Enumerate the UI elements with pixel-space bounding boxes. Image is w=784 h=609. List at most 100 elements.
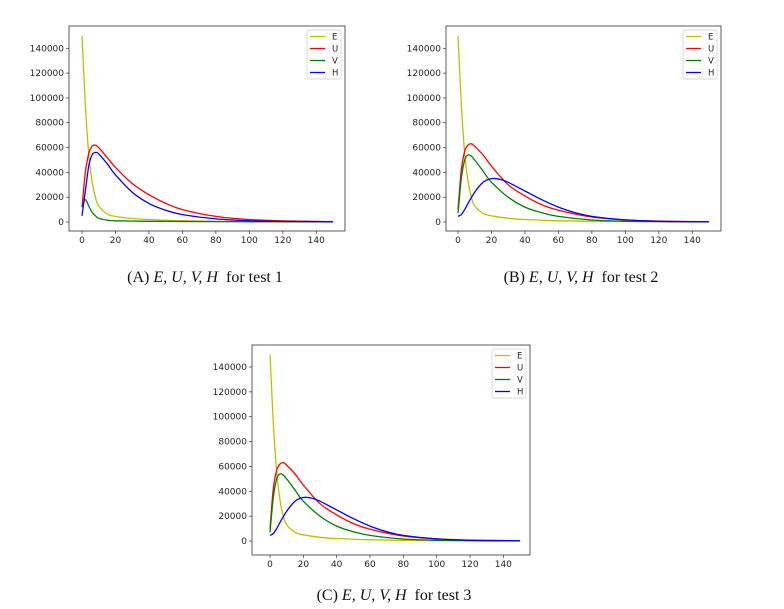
y-tick-label: 80000 — [35, 119, 64, 129]
y-tick-label: 100000 — [407, 94, 442, 104]
y-tick-label: 40000 — [412, 168, 441, 178]
y-tick-label: 40000 — [35, 168, 64, 178]
x-tick-label: 100 — [241, 236, 258, 246]
series-line-H — [457, 177, 710, 223]
x-tick-label: 100 — [617, 236, 634, 246]
x-tick-label: 0 — [79, 236, 85, 246]
chart-c: 0 20 40 60 80 100 120 140 0 20000 40000 60000 80000 1… — [213, 344, 531, 570]
y-tick-label: 100000 — [213, 413, 248, 423]
legend-label-V: V — [332, 57, 338, 67]
x-tick-label: 120 — [461, 560, 478, 570]
x-tick-label: 140 — [308, 236, 325, 246]
y-tick-label: 0 — [241, 537, 247, 547]
caption-text: for test 3 — [414, 587, 472, 604]
series-line-V — [81, 199, 334, 223]
series-line-V — [269, 473, 521, 542]
y-tick-label: 120000 — [407, 69, 442, 79]
caption-var: H — [581, 269, 594, 286]
caption-var: U, — [546, 269, 563, 286]
caption-var: V, — [566, 269, 578, 286]
axes-frame — [445, 25, 722, 232]
caption-var: V, — [190, 269, 203, 286]
legend-label-U: U — [517, 364, 523, 374]
legend-label-U: U — [708, 45, 714, 55]
legend-box — [306, 29, 342, 80]
legend-label-E: E — [332, 33, 337, 43]
y-tick-label: 40000 — [218, 487, 247, 497]
chart-b: 0 20 40 60 80 100 120 140 0 20000 40000 60000 80000 1… — [407, 25, 722, 246]
legend-label-V: V — [517, 376, 523, 386]
x-tick-label: 60 — [177, 236, 189, 246]
y-tick-label: 20000 — [412, 193, 441, 203]
y-tick-label: 20000 — [218, 512, 247, 522]
caption-var: E, — [341, 587, 356, 604]
legend-label-H: H — [517, 388, 523, 398]
caption-var: H — [206, 269, 218, 286]
y-tick-label: 0 — [435, 218, 441, 228]
y-tick-label: 140000 — [407, 44, 442, 54]
y-tick-label: 120000 — [30, 69, 65, 79]
y-tick-label: 20000 — [35, 193, 64, 203]
series-line-E — [457, 35, 710, 223]
axes-frame — [68, 25, 346, 232]
x-tick-label: 60 — [553, 236, 565, 246]
y-tick-label: 80000 — [412, 119, 441, 129]
axes-frame — [251, 344, 531, 556]
caption-var: E, — [528, 269, 543, 286]
y-tick-label: 140000 — [213, 363, 248, 373]
x-tick-label: 20 — [486, 236, 498, 246]
caption-var: V, — [379, 587, 391, 604]
x-tick-label: 80 — [398, 560, 410, 570]
series-line-H — [269, 496, 521, 542]
y-tick-label: 60000 — [35, 144, 64, 154]
y-tick-label: 0 — [58, 218, 64, 228]
x-tick-label: 0 — [267, 560, 273, 570]
x-tick-label: 0 — [455, 236, 461, 246]
caption-var: E, — [153, 269, 168, 286]
series-line-U — [81, 144, 334, 223]
caption-text: for test 1 — [225, 269, 283, 286]
legend-box — [682, 29, 718, 80]
y-tick-label: 100000 — [30, 94, 65, 104]
x-tick-label: 140 — [495, 560, 512, 570]
y-tick-label: 140000 — [30, 44, 65, 54]
x-tick-label: 100 — [428, 560, 445, 570]
x-tick-label: 60 — [364, 560, 376, 570]
x-tick-label: 40 — [331, 560, 343, 570]
y-tick-label: 80000 — [218, 438, 247, 448]
legend-label-U: U — [332, 45, 338, 55]
caption-label: (C) — [316, 587, 338, 604]
series-line-U — [457, 143, 710, 223]
x-tick-label: 80 — [586, 236, 598, 246]
caption-text: for test 2 — [601, 269, 659, 286]
legend-label-H: H — [332, 69, 338, 79]
legend-label-V: V — [708, 57, 714, 67]
legend-label-E: E — [517, 352, 522, 362]
y-tick-label: 120000 — [213, 388, 248, 398]
x-tick-label: 40 — [519, 236, 531, 246]
x-tick-label: 20 — [298, 560, 310, 570]
x-tick-label: 120 — [274, 236, 291, 246]
x-tick-label: 20 — [110, 236, 122, 246]
x-tick-label: 40 — [143, 236, 155, 246]
y-tick-label: 60000 — [412, 144, 441, 154]
x-tick-label: 140 — [684, 236, 701, 246]
series-line-V — [457, 154, 710, 223]
caption-label: (A) — [127, 269, 150, 286]
series-line-H — [81, 151, 334, 223]
caption-var: U, — [359, 587, 376, 604]
caption-var: H — [394, 587, 407, 604]
caption-label: (B) — [503, 269, 525, 286]
legend-label-E: E — [708, 33, 713, 43]
caption-c: (C) E, U, V, H for test 3 — [317, 587, 472, 605]
legend-box — [491, 348, 527, 399]
caption-a: (A) E, U, V, H for test 1 — [127, 269, 283, 287]
chart-a: 0 20 40 60 80 100 120 140 0 20000 40000 60000 80000 1… — [30, 25, 346, 246]
y-tick-label: 60000 — [218, 462, 247, 472]
caption-var: U, — [171, 269, 187, 286]
x-tick-label: 80 — [210, 236, 222, 246]
series-line-E — [81, 35, 334, 223]
legend-label-H: H — [708, 69, 714, 79]
x-tick-label: 120 — [650, 236, 667, 246]
